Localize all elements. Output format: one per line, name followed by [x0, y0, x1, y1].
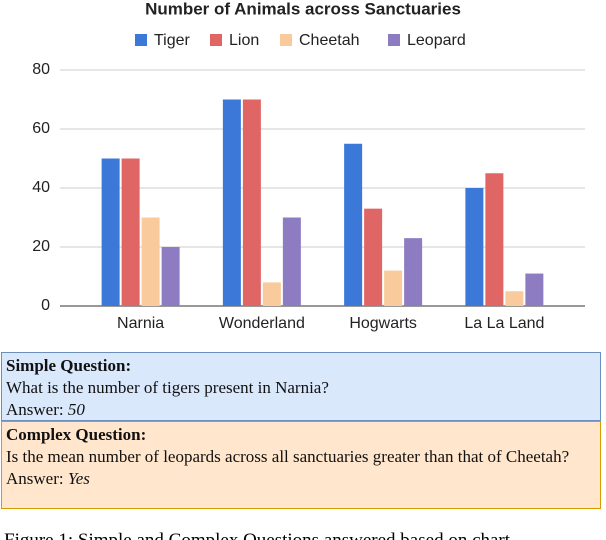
bar	[485, 173, 504, 306]
y-tick-label: 0	[41, 297, 50, 314]
bar	[465, 188, 484, 306]
complex-title: Complex Question:	[6, 425, 147, 444]
legend-label: Leopard	[407, 32, 466, 49]
y-tick-label: 60	[32, 120, 50, 137]
x-tick-label: La La Land	[464, 315, 544, 332]
bar	[404, 238, 423, 306]
simple-title: Simple Question:	[6, 356, 132, 375]
bar	[384, 270, 403, 306]
bar	[161, 247, 180, 306]
y-tick-label: 80	[32, 61, 50, 78]
bar	[242, 99, 261, 306]
legend-swatch	[280, 34, 292, 46]
simple-answer-row: Answer: 50	[6, 399, 596, 421]
legend-label: Tiger	[154, 32, 191, 49]
bar	[282, 217, 301, 306]
legend-label: Lion	[229, 32, 259, 49]
chart: Number of Animals across Sanctuaries 0 20…	[32, 0, 585, 332]
bar	[222, 99, 241, 306]
answer-label: Answer:	[6, 469, 64, 488]
chart-title: Number of Animals across Sanctuaries	[145, 0, 461, 18]
answer: Yes	[67, 469, 90, 488]
complex-box: Complex Question: Is the mean number of …	[1, 421, 601, 509]
simple-box: Simple Question: What is the number of t…	[1, 352, 601, 421]
simple-question: What is the number of tigers present in …	[6, 378, 329, 397]
bar	[364, 208, 383, 306]
answer: 50	[67, 400, 85, 419]
bar	[101, 158, 120, 306]
y-tick-label: 20	[32, 238, 50, 255]
legend-swatch	[135, 34, 147, 46]
x-tick-label: Narnia	[117, 315, 164, 332]
bar	[141, 217, 160, 306]
legend-swatch	[210, 34, 222, 46]
bar	[262, 282, 281, 306]
x-tick-label: Wonderland	[219, 315, 305, 332]
bar	[344, 143, 363, 306]
legend-label: Cheetah	[299, 32, 360, 49]
complex-answer-row: Answer: Yes	[6, 468, 596, 490]
bar	[121, 158, 140, 306]
y-tick-label: 40	[32, 179, 50, 196]
complex-question: Is the mean number of leopards across al…	[6, 447, 570, 466]
legend-swatch	[388, 34, 400, 46]
bar	[525, 273, 544, 306]
x-tick-label: Hogwarts	[349, 315, 417, 332]
caption: Figure 1: Simple and Complex Questions a…	[4, 530, 604, 540]
bar	[505, 291, 524, 306]
answer-label: Answer:	[6, 400, 64, 419]
